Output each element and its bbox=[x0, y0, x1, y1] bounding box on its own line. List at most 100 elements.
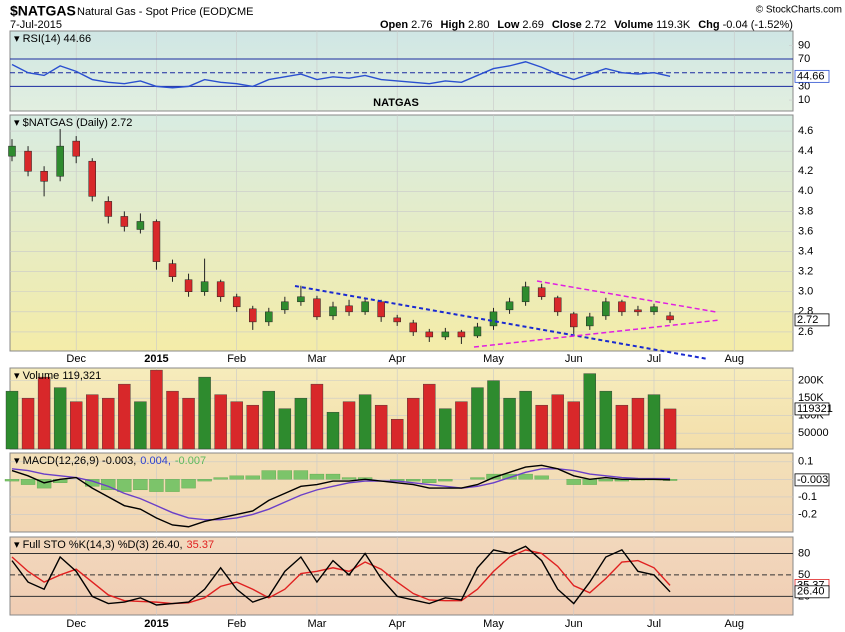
candle-body bbox=[489, 311, 498, 327]
candle-body bbox=[56, 145, 64, 177]
title-part: 35.37 bbox=[187, 539, 215, 551]
stat-label: Close bbox=[552, 19, 582, 31]
value-box-label: 26.40 bbox=[797, 586, 825, 598]
x-tick-label: Mar bbox=[307, 618, 326, 630]
y-tick-label: 3.2 bbox=[798, 266, 813, 278]
stat-label: Low bbox=[497, 19, 519, 31]
y-tick-label: 2.6 bbox=[798, 326, 813, 338]
candle-body bbox=[281, 301, 289, 311]
x-tick-label: May bbox=[483, 618, 504, 630]
volume-bar bbox=[294, 397, 308, 450]
candle-body bbox=[586, 316, 594, 327]
y-tick-label: 150K bbox=[798, 392, 824, 404]
candle-body bbox=[104, 201, 113, 217]
title-part: -0.007 bbox=[175, 455, 206, 467]
histogram-bar bbox=[502, 473, 517, 480]
title-part: $NATGAS (Daily) 2.72 bbox=[23, 117, 133, 129]
title-marker: ▾ bbox=[14, 33, 23, 45]
histogram-bar bbox=[20, 479, 36, 485]
candle-body bbox=[345, 305, 353, 313]
stat-value: 2.80 bbox=[468, 19, 489, 31]
candle-body bbox=[72, 140, 80, 157]
histogram-bar bbox=[325, 473, 341, 480]
stat-label: Chg bbox=[698, 19, 719, 31]
stat-value: 2.76 bbox=[411, 19, 432, 31]
panel-title: ▾ $NATGAS (Daily) 2.72 bbox=[14, 117, 132, 129]
volume-bar bbox=[487, 380, 500, 450]
volume-bar bbox=[391, 418, 404, 450]
candle-body bbox=[232, 296, 241, 308]
histogram-bar bbox=[470, 477, 485, 480]
stat-value: -0.04 (-1.52%) bbox=[723, 19, 793, 31]
volume-bar bbox=[615, 404, 629, 450]
stat-label: Volume bbox=[614, 19, 653, 31]
candle-body bbox=[265, 311, 273, 323]
y-tick-label: 30 bbox=[798, 80, 810, 92]
volume-bar bbox=[262, 390, 275, 450]
histogram-bar bbox=[293, 470, 309, 480]
histogram-bar bbox=[36, 479, 52, 489]
panel-title: ▾ MACD(12,26,9) -0.003, 0.004, -0.007 bbox=[14, 455, 206, 467]
x-tick-label: Dec bbox=[66, 353, 86, 365]
volume-bar bbox=[214, 394, 227, 450]
series-line bbox=[11, 468, 671, 521]
candle-body bbox=[441, 331, 450, 338]
candle-body bbox=[666, 315, 674, 321]
volume-bar bbox=[551, 394, 564, 450]
candle-body bbox=[377, 301, 385, 318]
title-part: Volume 119,321 bbox=[23, 370, 102, 382]
annotation: NATGAS bbox=[373, 97, 419, 109]
candle-body bbox=[313, 298, 321, 318]
histogram-bar bbox=[181, 479, 196, 489]
candle-body bbox=[457, 331, 466, 338]
volume-bar bbox=[423, 383, 436, 450]
y-tick-label: 4.0 bbox=[798, 185, 813, 197]
stat-label: Open bbox=[380, 19, 408, 31]
volume-bar bbox=[374, 404, 388, 450]
rsi-panel bbox=[9, 30, 794, 112]
macd-panel bbox=[9, 452, 794, 533]
panel-title: ▾ Full STO %K(14,3) %D(3) 26.40, 35.37 bbox=[14, 539, 214, 551]
volume-bar bbox=[198, 376, 211, 450]
histogram-bar bbox=[261, 470, 276, 480]
title-part: MACD(12,26,9) -0.003, bbox=[23, 455, 137, 467]
value-box bbox=[794, 402, 830, 416]
value-box bbox=[794, 473, 830, 487]
date: 7-Jul-2015 bbox=[10, 19, 62, 31]
x-tick-label: Aug bbox=[724, 353, 744, 365]
histogram-bar bbox=[117, 479, 132, 492]
x-tick-label: Mar bbox=[307, 353, 326, 365]
candle-body bbox=[505, 301, 514, 311]
histogram-bar bbox=[534, 475, 549, 480]
histogram-bar bbox=[486, 473, 501, 480]
volume-bar bbox=[166, 390, 179, 450]
x-tick-label: Jun bbox=[565, 618, 583, 630]
volume-bar bbox=[69, 401, 83, 450]
volume-bar bbox=[535, 404, 548, 450]
volume-bar bbox=[358, 394, 372, 450]
stat-value: 119.3K bbox=[656, 19, 691, 31]
volume-bar bbox=[631, 397, 645, 450]
y-tick-label: 90 bbox=[798, 39, 810, 51]
stat-label: High bbox=[441, 19, 466, 31]
candle-body bbox=[120, 216, 129, 227]
volume-bar bbox=[439, 408, 452, 450]
x-tick-label: Feb bbox=[227, 618, 246, 630]
volume-bar bbox=[102, 397, 115, 450]
candle-body bbox=[521, 286, 530, 303]
volume-bar bbox=[246, 404, 259, 450]
histogram-bar bbox=[197, 479, 212, 482]
value-box bbox=[794, 313, 830, 327]
panel-title: ▾ Volume 119,321 bbox=[14, 370, 101, 382]
histogram-bar bbox=[245, 475, 260, 480]
histogram-bar bbox=[4, 479, 20, 482]
histogram-bar bbox=[309, 473, 325, 480]
candle-body bbox=[650, 306, 658, 313]
y-tick-label: 4.2 bbox=[798, 165, 813, 177]
volume-bar bbox=[342, 401, 356, 450]
histogram-bar bbox=[165, 479, 180, 492]
y-tick-label: 4.6 bbox=[798, 125, 813, 137]
x-tick-label: May bbox=[483, 353, 504, 365]
volume-bar bbox=[647, 394, 661, 450]
